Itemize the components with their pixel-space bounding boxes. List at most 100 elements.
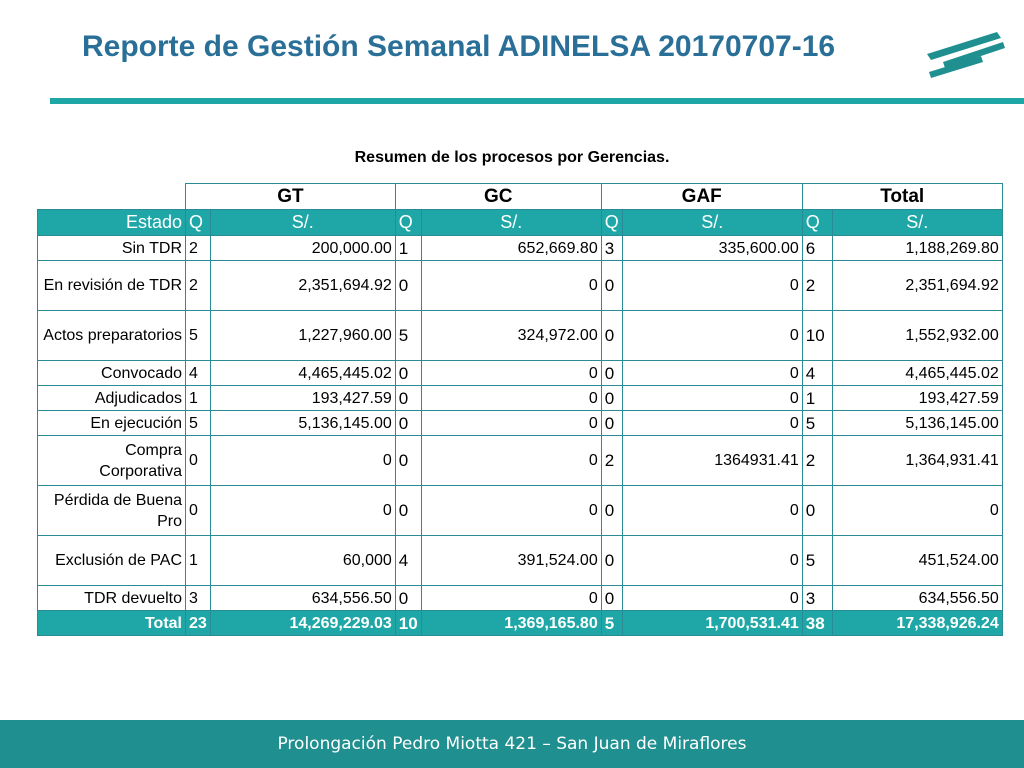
cell-s-total: 1,188,269.80 [831, 235, 1003, 261]
header-q-gt: Q [185, 209, 211, 236]
table-row: Exclusión de PAC 1 60,000 4 391,524.00 0 0 5 451… [37, 535, 1003, 586]
cell-q-gt: 23 [185, 610, 211, 636]
cell-s-gt: 4,465,445.02 [209, 360, 396, 386]
table-row: Compra Corporativa 0 0 0 0 2 1364931.41 2 1,364,… [37, 435, 1003, 486]
cell-s-total: 1,552,932.00 [831, 310, 1003, 361]
blank-corner [37, 183, 186, 210]
cell-q-gaf: 0 [600, 260, 623, 311]
cell-s-gaf: 1,700,531.41 [621, 610, 803, 636]
cell-q-gaf: 5 [600, 610, 623, 636]
header-q-gaf: Q [600, 209, 623, 236]
page-title: Reporte de Gestión Semanal ADINELSA 2017… [82, 30, 836, 63]
table-caption: Resumen de los procesos por Gerencias. [354, 149, 670, 166]
cell-s-gc: 0 [420, 410, 602, 436]
column-header-row: Estado Q S/. Q S/. Q S/. Q S/. [37, 209, 1003, 236]
cell-s-gt: 634,556.50 [209, 585, 396, 611]
cell-s-gaf: 0 [621, 310, 803, 361]
cell-s-gaf: 0 [621, 360, 803, 386]
estado-cell: Exclusión de PAC [37, 535, 186, 586]
footer-address: Prolongación Pedro Miotta 421 – San Juan… [277, 734, 747, 754]
cell-q-gt: 5 [185, 310, 211, 361]
cell-q-total: 5 [801, 410, 833, 436]
cell-q-gaf: 0 [600, 485, 623, 536]
cell-s-gc: 0 [420, 260, 602, 311]
cell-s-gaf: 0 [621, 535, 803, 586]
header-s-gc: S/. [420, 209, 602, 236]
cell-q-total: 6 [801, 235, 833, 261]
cell-s-gc: 652,669.80 [420, 235, 602, 261]
cell-q-gaf: 3 [600, 235, 623, 261]
cell-q-gt: 0 [185, 485, 211, 536]
cell-s-total: 1,364,931.41 [831, 435, 1003, 486]
table-row: Pérdida de Buena Pro 0 0 0 0 0 0 0 0 [37, 485, 1003, 536]
cell-q-total: 38 [801, 610, 833, 636]
group-header-row: GT GC GAF Total [37, 183, 1003, 210]
cell-q-gt: 1 [185, 535, 211, 586]
header-s-total: S/. [831, 209, 1003, 236]
estado-cell: En ejecución [37, 410, 186, 436]
cell-q-gaf: 0 [600, 310, 623, 361]
cell-q-gc: 5 [394, 310, 422, 361]
cell-s-total: 0 [831, 485, 1003, 536]
cell-s-gaf: 0 [621, 410, 803, 436]
cell-q-gc: 0 [394, 585, 422, 611]
header-s-gaf: S/. [621, 209, 803, 236]
cell-s-gc: 0 [420, 585, 602, 611]
footer-bar: Prolongación Pedro Miotta 421 – San Juan… [0, 720, 1024, 768]
estado-cell: Sin TDR [37, 235, 186, 261]
cell-q-gaf: 0 [600, 360, 623, 386]
cell-q-gaf: 0 [600, 535, 623, 586]
cell-s-gaf: 1364931.41 [621, 435, 803, 486]
cell-q-gc: 0 [394, 260, 422, 311]
estado-cell: Pérdida de Buena Pro [37, 485, 186, 536]
cell-s-total: 634,556.50 [831, 585, 1003, 611]
cell-s-gaf: 335,600.00 [621, 235, 803, 261]
cell-s-total: 4,465,445.02 [831, 360, 1003, 386]
cell-s-gt: 0 [209, 485, 396, 536]
cell-s-total: 17,338,926.24 [831, 610, 1003, 636]
estado-cell: Convocado [37, 360, 186, 386]
cell-q-gc: 0 [394, 385, 422, 411]
cell-q-gt: 2 [185, 235, 211, 261]
table-row: Actos preparatorios 5 1,227,960.00 5 324,972… [37, 310, 1003, 361]
estado-cell: Actos preparatorios [37, 310, 186, 361]
cell-s-total: 2,351,694.92 [831, 260, 1003, 311]
cell-q-total: 0 [801, 485, 833, 536]
header-estado: Estado [37, 209, 186, 236]
group-gaf: GAF [600, 183, 803, 210]
cell-s-gt: 60,000 [209, 535, 396, 586]
adinelsa-stripes-logo-icon [927, 32, 1005, 78]
cell-s-total: 5,136,145.00 [831, 410, 1003, 436]
cell-q-total: 4 [801, 360, 833, 386]
estado-cell: TDR devuelto [37, 585, 186, 611]
cell-q-gc: 0 [394, 435, 422, 486]
cell-s-total: 193,427.59 [831, 385, 1003, 411]
cell-s-gc: 0 [420, 360, 602, 386]
table-row: TDR devuelto 3 634,556.50 0 0 0 0 3 634,556.50 [37, 585, 1003, 611]
cell-q-total: 2 [801, 435, 833, 486]
cell-s-gt: 200,000.00 [209, 235, 396, 261]
cell-s-gc: 0 [420, 385, 602, 411]
cell-s-gaf: 0 [621, 260, 803, 311]
title-divider [50, 98, 1024, 104]
estado-cell: Adjudicados [37, 385, 186, 411]
cell-q-gc: 0 [394, 410, 422, 436]
cell-q-gt: 5 [185, 410, 211, 436]
table-row: En revisión de TDR 2 2,351,694.92 0 0 0 0 2 2,35… [37, 260, 1003, 311]
cell-q-total: 1 [801, 385, 833, 411]
cell-s-gc: 0 [420, 485, 602, 536]
cell-q-gt: 1 [185, 385, 211, 411]
cell-q-gc: 4 [394, 535, 422, 586]
cell-s-gc: 324,972.00 [420, 310, 602, 361]
group-total: Total [801, 183, 1003, 210]
cell-s-gt: 2,351,694.92 [209, 260, 396, 311]
cell-s-gaf: 0 [621, 585, 803, 611]
cell-q-gc: 0 [394, 360, 422, 386]
header-s-gt: S/. [209, 209, 396, 236]
group-gc: GC [394, 183, 602, 210]
cell-q-gc: 0 [394, 485, 422, 536]
cell-s-gc: 391,524.00 [420, 535, 602, 586]
table-row: Adjudicados 1 193,427.59 0 0 0 0 1 193,427.59 [37, 385, 1003, 411]
estado-cell: Total [37, 610, 186, 636]
cell-q-gaf: 0 [600, 585, 623, 611]
